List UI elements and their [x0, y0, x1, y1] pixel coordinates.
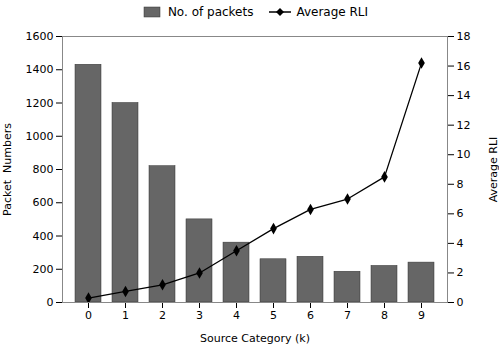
svg-text:4: 4 [233, 309, 240, 322]
svg-text:16: 16 [457, 60, 471, 73]
svg-text:1: 1 [122, 309, 129, 322]
svg-text:0: 0 [457, 296, 464, 309]
svg-text:200: 200 [33, 263, 54, 276]
svg-text:5: 5 [270, 309, 277, 322]
svg-text:2: 2 [457, 266, 464, 279]
svg-text:1400: 1400 [26, 63, 54, 76]
svg-text:10: 10 [457, 148, 471, 161]
svg-text:12: 12 [457, 119, 471, 132]
svg-text:1600: 1600 [26, 30, 54, 43]
svg-text:6: 6 [307, 309, 314, 322]
svg-text:6: 6 [457, 207, 464, 220]
svg-text:7: 7 [344, 309, 351, 322]
svg-text:18: 18 [457, 30, 471, 43]
svg-text:Average RLI: Average RLI [487, 137, 499, 203]
svg-text:0: 0 [85, 309, 92, 322]
svg-text:8: 8 [381, 309, 388, 322]
svg-text:600: 600 [33, 196, 54, 209]
html-text:No. of packets: No. of packets [167, 5, 254, 19]
svg-text:9: 9 [418, 309, 425, 322]
svg-text:2: 2 [159, 309, 166, 322]
svg-text:4: 4 [457, 237, 464, 250]
svg-text:1000: 1000 [26, 130, 54, 143]
svg-text:Source Category (k): Source Category (k) [200, 332, 310, 345]
svg-text:800: 800 [33, 163, 54, 176]
svg-text:8: 8 [457, 178, 464, 191]
html-text:Average RLI: Average RLI [296, 5, 369, 19]
svg-text:1200: 1200 [26, 97, 54, 110]
svg-text:0: 0 [47, 296, 54, 309]
svg-text:3: 3 [196, 309, 203, 322]
svg-text:14: 14 [457, 89, 471, 102]
svg-text:400: 400 [33, 230, 54, 243]
svg-text:Packet Numbers: Packet Numbers [1, 123, 14, 216]
